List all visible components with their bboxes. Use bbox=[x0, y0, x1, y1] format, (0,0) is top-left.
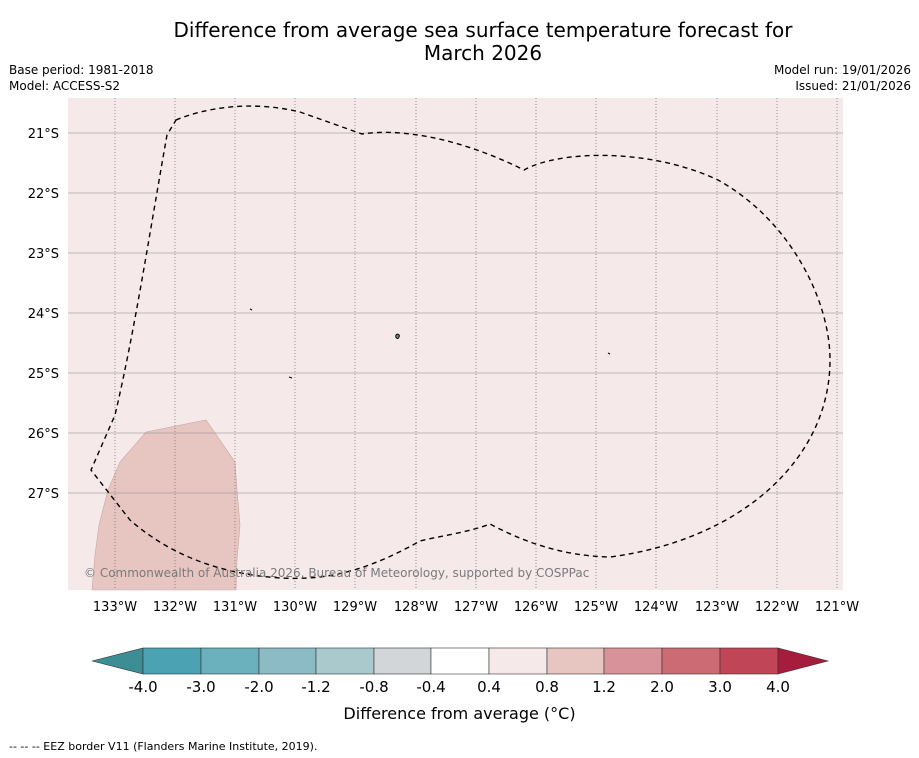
lat-label-22: 22°S bbox=[28, 187, 59, 202]
base-period: Base period: 1981-2018 bbox=[9, 63, 154, 77]
colorbar-segment-1 bbox=[142, 647, 202, 675]
colorbar-tick-12: 4.0 bbox=[766, 678, 790, 696]
colorbar-segment-6 bbox=[430, 647, 490, 675]
eez-footnote: -- -- -- EEZ border V11 (Flanders Marine… bbox=[9, 740, 318, 753]
issued-date: Issued: 21/01/2026 bbox=[795, 79, 911, 93]
eez-border bbox=[90, 105, 831, 580]
lon-label-127: 127°W bbox=[454, 600, 498, 615]
colorbar: -4.0 -3.0 -2.0 -1.2 -0.8 -0.4 0.4 0.8 1.… bbox=[91, 647, 830, 696]
colorbar-segment-4 bbox=[315, 647, 375, 675]
lon-label-121: 121°W bbox=[815, 600, 859, 615]
colorbar-tick-10: 2.0 bbox=[650, 678, 674, 696]
colorbar-segments bbox=[142, 647, 779, 675]
warm-anomaly-patch bbox=[91, 419, 241, 591]
lon-label-124: 124°W bbox=[634, 600, 678, 615]
colorbar-tick-1: -4.0 bbox=[128, 678, 157, 696]
colorbar-tick-8: 0.8 bbox=[535, 678, 559, 696]
copyright-notice: © Commonwealth of Australia 2026, Bureau… bbox=[84, 566, 589, 580]
colorbar-segment-5 bbox=[373, 647, 432, 675]
lon-label-126: 126°W bbox=[514, 600, 558, 615]
lon-label-133: 133°W bbox=[93, 600, 137, 615]
lon-label-130: 130°W bbox=[273, 600, 317, 615]
longitude-labels: 133°W 132°W 131°W 130°W 129°W 128°W 127°… bbox=[93, 600, 859, 615]
model-run: Model run: 19/01/2026 bbox=[773, 63, 911, 77]
island-marker-4 bbox=[607, 352, 611, 355]
map-title: Difference from average sea surface temp… bbox=[130, 19, 836, 65]
lon-label-123: 123°W bbox=[695, 600, 739, 615]
meta-right: Model run: 19/01/2026 Issued: 21/01/2026 bbox=[774, 62, 911, 94]
colorbar-tick-3: -2.0 bbox=[244, 678, 273, 696]
colorbar-tick-11: 3.0 bbox=[708, 678, 732, 696]
lon-label-128: 128°W bbox=[394, 600, 438, 615]
model-name: Model: ACCESS-S2 bbox=[9, 79, 121, 93]
colorbar-title: Difference from average (°C) bbox=[343, 704, 576, 723]
colorbar-segment-7 bbox=[488, 647, 548, 675]
title-line-1: Difference from average sea surface temp… bbox=[173, 18, 793, 42]
lon-label-125: 125°W bbox=[574, 600, 618, 615]
lon-label-122: 122°W bbox=[755, 600, 799, 615]
latitude-labels: 21°S 22°S 23°S 24°S 25°S 26°S 27°S bbox=[28, 127, 59, 502]
colorbar-over-arrow bbox=[777, 647, 830, 675]
lat-label-23: 23°S bbox=[28, 247, 59, 262]
map-figure: © Commonwealth of Australia 2026, Bureau… bbox=[28, 98, 859, 696]
lon-label-129: 129°W bbox=[333, 600, 377, 615]
colorbar-tick-2: -3.0 bbox=[186, 678, 215, 696]
colorbar-tick-5: -0.8 bbox=[359, 678, 388, 696]
island-marker-3 bbox=[288, 376, 293, 379]
colorbar-segment-9 bbox=[603, 647, 663, 675]
title-line-2: March 2026 bbox=[423, 41, 543, 65]
lat-label-27: 27°S bbox=[28, 487, 59, 502]
colorbar-segment-11 bbox=[719, 647, 779, 675]
island-marker-2 bbox=[249, 308, 253, 311]
lat-label-21: 21°S bbox=[28, 127, 59, 142]
lat-label-25: 25°S bbox=[28, 367, 59, 382]
colorbar-tick-4: -1.2 bbox=[301, 678, 330, 696]
colorbar-tick-6: -0.4 bbox=[416, 678, 445, 696]
colorbar-segment-3 bbox=[258, 647, 317, 675]
lat-label-24: 24°S bbox=[28, 307, 59, 322]
colorbar-tick-labels: -4.0 -3.0 -2.0 -1.2 -0.8 -0.4 0.4 0.8 1.… bbox=[128, 678, 790, 696]
colorbar-segment-2 bbox=[200, 647, 260, 675]
colorbar-tick-9: 1.2 bbox=[592, 678, 616, 696]
latitude-gridlines bbox=[68, 132, 843, 494]
colorbar-tick-7: 0.4 bbox=[477, 678, 501, 696]
meta-left: Base period: 1981-2018 Model: ACCESS-S2 bbox=[9, 62, 154, 94]
colorbar-under-arrow bbox=[91, 647, 144, 675]
lat-label-26: 26°S bbox=[28, 427, 59, 442]
lon-label-132: 132°W bbox=[153, 600, 197, 615]
island-marker-1 bbox=[395, 333, 400, 339]
colorbar-segment-8 bbox=[546, 647, 605, 675]
colorbar-segment-10 bbox=[661, 647, 721, 675]
lon-label-131: 131°W bbox=[213, 600, 257, 615]
